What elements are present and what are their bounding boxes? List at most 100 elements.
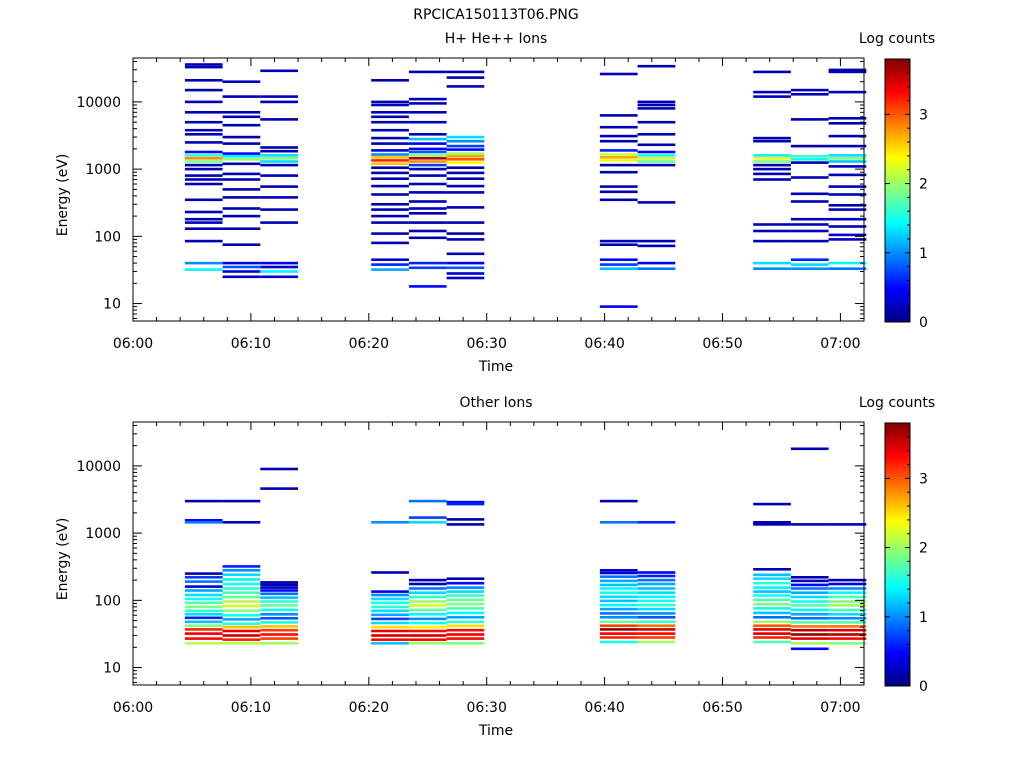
heatmap-cell <box>446 85 485 88</box>
heatmap-cell <box>637 591 676 594</box>
y-tick-label: 10000 <box>76 95 121 111</box>
heatmap-cell <box>753 163 791 167</box>
axes: 06:00 06:10 06:20 06:30 06:40 06:50 07:00 10 100… <box>76 422 864 716</box>
heatmap-cell <box>446 206 485 209</box>
heatmap-cell <box>184 585 223 588</box>
heatmap-cell <box>184 178 223 181</box>
heatmap-cell <box>184 637 223 640</box>
heatmap-cell <box>828 204 867 207</box>
heatmap-cell <box>446 276 485 280</box>
heatmap-cell <box>828 193 867 196</box>
heatmap-cell <box>184 601 223 605</box>
heatmap-cell <box>222 578 261 581</box>
heatmap-cell <box>371 521 409 524</box>
heatmap-cell <box>184 519 223 522</box>
heatmap-cell <box>790 161 829 164</box>
heatmap-cell <box>637 120 676 124</box>
y-tick-label: 10 <box>103 661 121 677</box>
heatmap-cell <box>790 523 829 526</box>
heatmap-cell <box>222 243 261 246</box>
heatmap-cell <box>599 263 638 266</box>
colorbar-tick-label: 2 <box>919 541 928 557</box>
heatmap-cell <box>260 163 298 167</box>
heatmap-cell <box>790 604 829 607</box>
heatmap-cell <box>371 79 409 82</box>
heatmap-cell <box>184 217 223 221</box>
heatmap-cell <box>790 613 829 616</box>
heatmap-cell <box>408 160 447 163</box>
heatmap-cell <box>408 163 447 167</box>
heatmap-cell <box>790 591 829 594</box>
y-tick-label: 10 <box>103 297 121 313</box>
heatmap-cell <box>260 149 298 153</box>
heatmap-cell <box>637 636 676 639</box>
x-tick-label: 06:00 <box>113 336 153 352</box>
heatmap-cell <box>828 621 867 624</box>
heatmap-cell <box>828 613 867 616</box>
heatmap-cell <box>408 150 447 154</box>
colorbar-axis: 0 1 2 3 <box>885 436 928 695</box>
heatmap-cell <box>260 118 298 121</box>
colorbar-axis: 0 1 2 3 <box>885 72 928 331</box>
heatmap-cell <box>753 521 791 524</box>
x-tick-label: 06:10 <box>231 700 271 716</box>
heatmap-cell <box>222 499 261 503</box>
x-tick-label: 06:00 <box>113 700 153 716</box>
heatmap-cell <box>408 499 447 503</box>
heatmap-cell <box>184 628 223 631</box>
heatmap-cell <box>637 578 676 582</box>
heatmap-cell <box>371 593 409 597</box>
heatmap-cell <box>371 634 409 637</box>
heatmap-cell <box>828 117 867 120</box>
heatmap-cell <box>753 628 791 631</box>
heatmap-cell <box>828 173 867 177</box>
heatmap-cell <box>371 638 409 641</box>
heatmap-cell <box>408 229 447 233</box>
heatmap-cell <box>446 171 485 175</box>
heatmap-cell <box>408 285 447 288</box>
heatmap-cell <box>408 578 447 582</box>
heatmap-cell <box>371 159 409 162</box>
x-tick-label: 06:30 <box>467 700 507 716</box>
heatmap-cell <box>790 88 829 92</box>
heatmap-cell <box>184 79 223 82</box>
heatmap-cell <box>828 642 867 645</box>
heatmap-cell <box>637 595 676 599</box>
heatmap-cell <box>446 184 485 188</box>
heatmap-cell <box>371 128 409 132</box>
heatmap-cell <box>371 136 409 140</box>
heatmap-cell <box>371 103 409 107</box>
heatmap-cell <box>408 613 447 616</box>
heatmap-cell <box>408 133 447 136</box>
heatmap-cell <box>753 239 791 243</box>
heatmap-cell <box>184 632 223 635</box>
heatmap-cell <box>446 177 485 180</box>
heatmap-cell <box>260 633 298 636</box>
x-axis-title: Time <box>478 359 513 375</box>
x-axis-title: Time <box>478 723 513 739</box>
heatmap-cell <box>790 600 829 603</box>
heatmap-cell <box>828 600 867 603</box>
heatmap-cell <box>446 602 485 606</box>
plot-frame <box>132 421 865 686</box>
heatmap-cell <box>184 210 223 214</box>
heatmap-cell <box>184 182 223 186</box>
heatmap-cell <box>222 275 261 279</box>
heatmap-cell <box>753 620 791 624</box>
heatmap-cell <box>371 613 409 617</box>
heatmap-cell <box>371 177 409 180</box>
heatmap-cell <box>828 587 867 590</box>
heatmap-cell <box>790 267 829 270</box>
heatmap-cell <box>222 582 261 586</box>
heatmap-cell <box>446 586 485 589</box>
heatmap-cell <box>599 125 638 129</box>
heatmap-cell <box>790 217 829 221</box>
heatmap-cell <box>790 647 829 651</box>
heatmap-cell <box>446 594 485 597</box>
heatmap-cell <box>408 157 447 160</box>
heatmap-cell <box>790 587 829 590</box>
heatmap-cell <box>408 70 447 74</box>
heatmap-cell <box>828 633 867 636</box>
heatmap-cell <box>790 595 829 599</box>
heatmap-cell <box>753 139 791 143</box>
